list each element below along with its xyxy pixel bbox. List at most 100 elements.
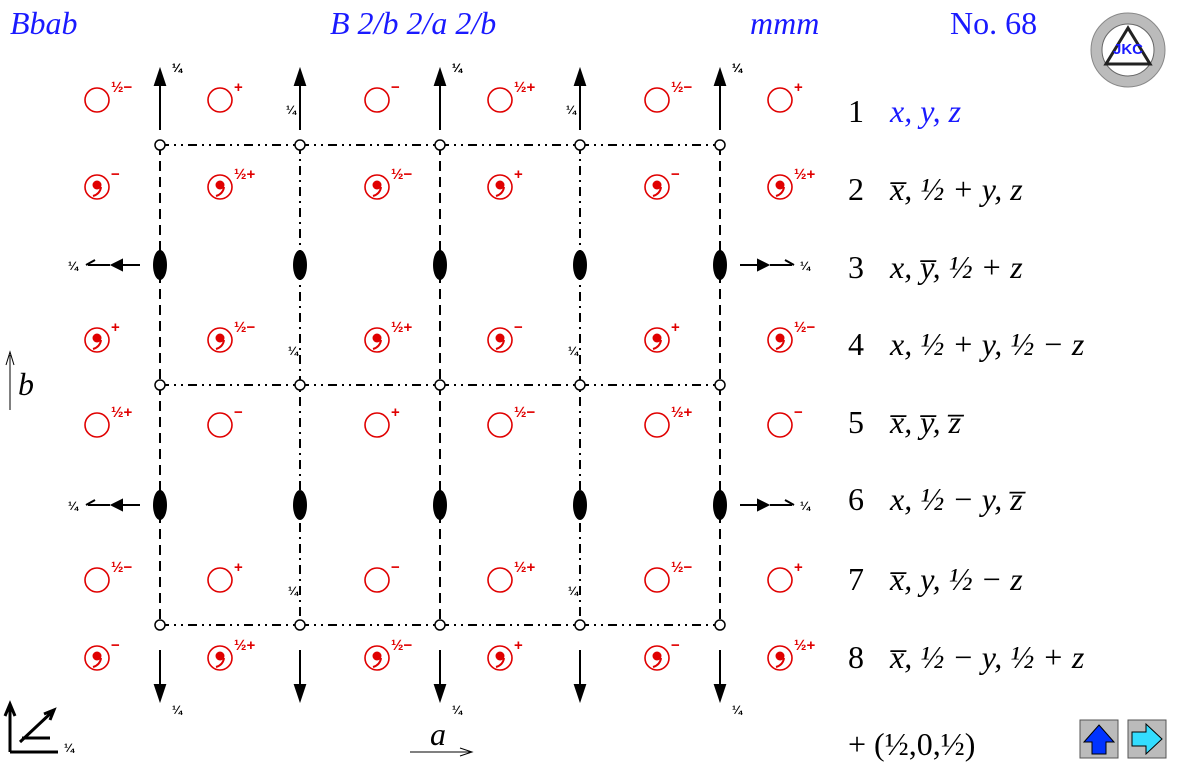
site — [364, 645, 390, 671]
site-label: − — [234, 404, 243, 421]
site — [644, 327, 670, 353]
site — [767, 174, 793, 200]
site — [207, 87, 233, 113]
site-label: ½+ — [234, 166, 256, 183]
site — [487, 645, 513, 671]
quarter-label: ¼ — [732, 61, 743, 75]
point-group: mmm — [750, 5, 819, 41]
site-comma — [495, 186, 505, 197]
position-index: 2 — [848, 171, 864, 207]
inversion-center — [714, 139, 726, 151]
quarter-label: ¼ — [172, 703, 183, 717]
site-comma — [495, 180, 505, 190]
site — [84, 327, 110, 353]
position-coords: x̅, ½ − y, ½ + z — [889, 639, 1085, 675]
site-label: ½+ — [514, 559, 536, 576]
quarter-label: ¼ — [452, 61, 463, 75]
site — [767, 87, 793, 113]
side-arrow — [85, 498, 140, 512]
site — [207, 174, 233, 200]
site — [84, 87, 110, 113]
site-comma — [652, 339, 662, 350]
site-label: ½− — [111, 79, 133, 96]
position-coords: x̅, ½ + y, z — [889, 171, 1023, 207]
site-comma — [495, 651, 505, 661]
site-label: − — [514, 319, 523, 336]
site-comma — [92, 186, 102, 197]
inversion-center — [294, 379, 306, 391]
site-comma — [775, 180, 785, 190]
site — [207, 412, 233, 438]
quarter-label: ¼ — [452, 703, 463, 717]
site-comma — [372, 180, 382, 190]
axis-arrow — [433, 66, 447, 130]
site-comma — [652, 657, 662, 668]
site — [84, 567, 110, 593]
site-label: ½+ — [111, 404, 133, 421]
site-comma — [215, 186, 225, 197]
position-coords: x, y, z — [889, 93, 962, 129]
quarter-label: ¼ — [288, 584, 299, 598]
site-comma — [495, 657, 505, 668]
twofold-axis — [713, 490, 727, 520]
site-comma — [775, 333, 785, 343]
site-comma — [92, 180, 102, 190]
site-comma — [92, 657, 102, 668]
site — [644, 645, 670, 671]
site — [364, 412, 390, 438]
site-label: ½+ — [794, 166, 816, 183]
site-label: ½− — [234, 319, 256, 336]
site-label: ½+ — [234, 637, 256, 654]
axis-a-arrow — [410, 747, 474, 757]
quarter-label: ¼ — [452, 61, 463, 75]
site-label: ½− — [671, 79, 693, 96]
quarter-label: ¼ — [732, 703, 743, 717]
position-coords: x, ½ − y, z̅ — [889, 481, 1026, 517]
twofold-axis — [573, 250, 587, 280]
position-index: 8 — [848, 639, 864, 675]
site — [487, 327, 513, 353]
side-arrow — [740, 258, 795, 272]
twofold-axis — [573, 490, 587, 520]
site-label: ½− — [111, 559, 133, 576]
site — [644, 87, 670, 113]
position-coords: x, y̅, ½ + z — [889, 249, 1023, 285]
site-label: − — [671, 166, 680, 183]
quarter-label: ¼ — [64, 741, 75, 755]
axis-a-label: a — [430, 716, 446, 752]
inversion-center — [294, 619, 306, 631]
side-arrow — [85, 258, 140, 272]
position-index: 3 — [848, 249, 864, 285]
site-comma — [372, 339, 382, 350]
site — [207, 645, 233, 671]
site-label: ½+ — [391, 319, 413, 336]
site-comma — [652, 186, 662, 197]
position-index: 6 — [848, 481, 864, 517]
inversion-center — [574, 379, 586, 391]
quarter-label: ¼ — [172, 61, 183, 75]
quarter-label: ¼ — [68, 499, 79, 513]
site-label: ½− — [671, 559, 693, 576]
site-label: − — [111, 166, 120, 183]
inversion-center — [154, 619, 166, 631]
site-label: ½− — [391, 637, 413, 654]
site — [207, 327, 233, 353]
logo: JKC — [1090, 12, 1166, 88]
axis-arrow — [573, 650, 587, 704]
site-label: ½+ — [794, 637, 816, 654]
quarter-label: ¼ — [800, 259, 811, 273]
site-label: + — [514, 637, 523, 654]
nav-up[interactable] — [1079, 719, 1119, 759]
logo-text: JKC — [1113, 41, 1143, 58]
site-comma — [372, 186, 382, 197]
quarter-label: ¼ — [800, 499, 811, 513]
site-comma — [215, 651, 225, 661]
site-comma — [372, 651, 382, 661]
site-label: − — [671, 637, 680, 654]
position-index: 7 — [848, 561, 864, 597]
position-index: 5 — [848, 404, 864, 440]
site-label: + — [794, 79, 803, 96]
quarter-label: ¼ — [286, 103, 297, 117]
nav-next[interactable] — [1127, 719, 1167, 759]
